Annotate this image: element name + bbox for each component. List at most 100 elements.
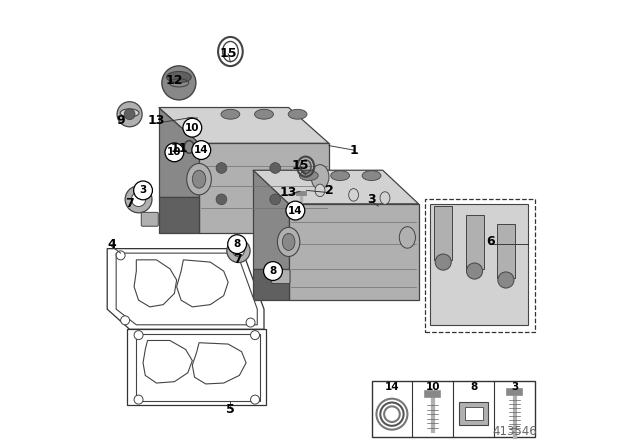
Circle shape [117, 102, 142, 127]
Text: 15: 15 [291, 159, 308, 172]
Circle shape [165, 143, 184, 162]
Ellipse shape [399, 227, 415, 248]
Ellipse shape [311, 165, 329, 190]
Text: 4: 4 [108, 237, 116, 251]
Polygon shape [159, 108, 329, 143]
Circle shape [270, 163, 280, 173]
Circle shape [131, 192, 146, 207]
Ellipse shape [288, 109, 307, 119]
Circle shape [264, 262, 282, 280]
Polygon shape [466, 215, 484, 269]
Polygon shape [159, 108, 199, 197]
Text: 413546: 413546 [493, 425, 538, 438]
Circle shape [134, 331, 143, 340]
Polygon shape [108, 249, 264, 329]
Circle shape [237, 251, 246, 260]
Circle shape [216, 194, 227, 205]
Ellipse shape [187, 164, 211, 195]
Polygon shape [497, 224, 515, 278]
Polygon shape [253, 170, 289, 269]
Polygon shape [143, 340, 192, 383]
Text: 10: 10 [426, 382, 440, 392]
Text: 14: 14 [194, 145, 209, 155]
Circle shape [227, 239, 250, 263]
Polygon shape [199, 143, 329, 233]
FancyBboxPatch shape [141, 212, 158, 226]
Circle shape [498, 272, 514, 288]
Text: 8: 8 [269, 266, 276, 276]
Bar [131, 204, 146, 208]
Circle shape [116, 251, 125, 260]
Circle shape [467, 263, 483, 279]
Circle shape [233, 245, 244, 257]
Ellipse shape [282, 233, 295, 250]
Ellipse shape [300, 171, 318, 181]
Text: 3: 3 [511, 382, 518, 392]
Text: 12: 12 [166, 74, 183, 87]
Ellipse shape [362, 171, 381, 181]
Circle shape [124, 109, 135, 120]
Text: 1: 1 [349, 143, 358, 157]
Text: 10: 10 [185, 123, 200, 133]
Circle shape [246, 318, 255, 327]
Text: 14: 14 [288, 206, 303, 215]
Ellipse shape [331, 171, 349, 181]
Text: 2: 2 [324, 184, 333, 197]
Text: 6: 6 [486, 235, 495, 249]
Ellipse shape [315, 184, 325, 197]
Circle shape [192, 141, 211, 159]
Text: 8: 8 [470, 382, 477, 392]
Text: 5: 5 [226, 403, 235, 417]
Polygon shape [430, 204, 529, 325]
Ellipse shape [255, 109, 273, 119]
Bar [465, 407, 483, 420]
Polygon shape [159, 197, 199, 233]
Polygon shape [253, 170, 419, 204]
Polygon shape [127, 329, 266, 405]
Bar [371, 381, 535, 437]
Polygon shape [116, 253, 257, 325]
Circle shape [251, 331, 260, 340]
Text: 14: 14 [385, 382, 399, 392]
Bar [425, 199, 535, 332]
Circle shape [228, 235, 246, 254]
Text: 10: 10 [167, 147, 182, 157]
Polygon shape [134, 260, 177, 307]
Polygon shape [289, 204, 419, 300]
Text: 9: 9 [116, 114, 125, 128]
Text: 7: 7 [125, 197, 134, 211]
Circle shape [270, 194, 280, 205]
Circle shape [286, 201, 305, 220]
Circle shape [183, 118, 202, 137]
Text: 13: 13 [280, 186, 298, 199]
Text: 7: 7 [233, 253, 241, 267]
Ellipse shape [221, 109, 240, 119]
Text: 3: 3 [367, 193, 376, 206]
Text: 11: 11 [170, 142, 188, 155]
Polygon shape [253, 269, 289, 300]
Ellipse shape [278, 228, 300, 256]
Text: 13: 13 [148, 114, 165, 128]
Polygon shape [435, 206, 452, 260]
Polygon shape [136, 334, 260, 401]
Circle shape [251, 395, 260, 404]
Ellipse shape [349, 189, 358, 201]
Text: 3: 3 [140, 185, 147, 195]
Circle shape [216, 163, 227, 173]
Circle shape [125, 186, 152, 213]
Ellipse shape [380, 192, 390, 204]
Ellipse shape [120, 109, 139, 117]
Polygon shape [177, 260, 228, 307]
Text: 8: 8 [234, 239, 241, 249]
Circle shape [134, 395, 143, 404]
Text: 15: 15 [220, 47, 237, 60]
Circle shape [435, 254, 451, 270]
FancyBboxPatch shape [271, 270, 290, 284]
Ellipse shape [166, 72, 191, 83]
Circle shape [162, 66, 196, 100]
Circle shape [134, 181, 152, 200]
Circle shape [121, 316, 130, 325]
Bar [460, 402, 488, 426]
Polygon shape [192, 343, 246, 384]
Ellipse shape [193, 170, 206, 188]
